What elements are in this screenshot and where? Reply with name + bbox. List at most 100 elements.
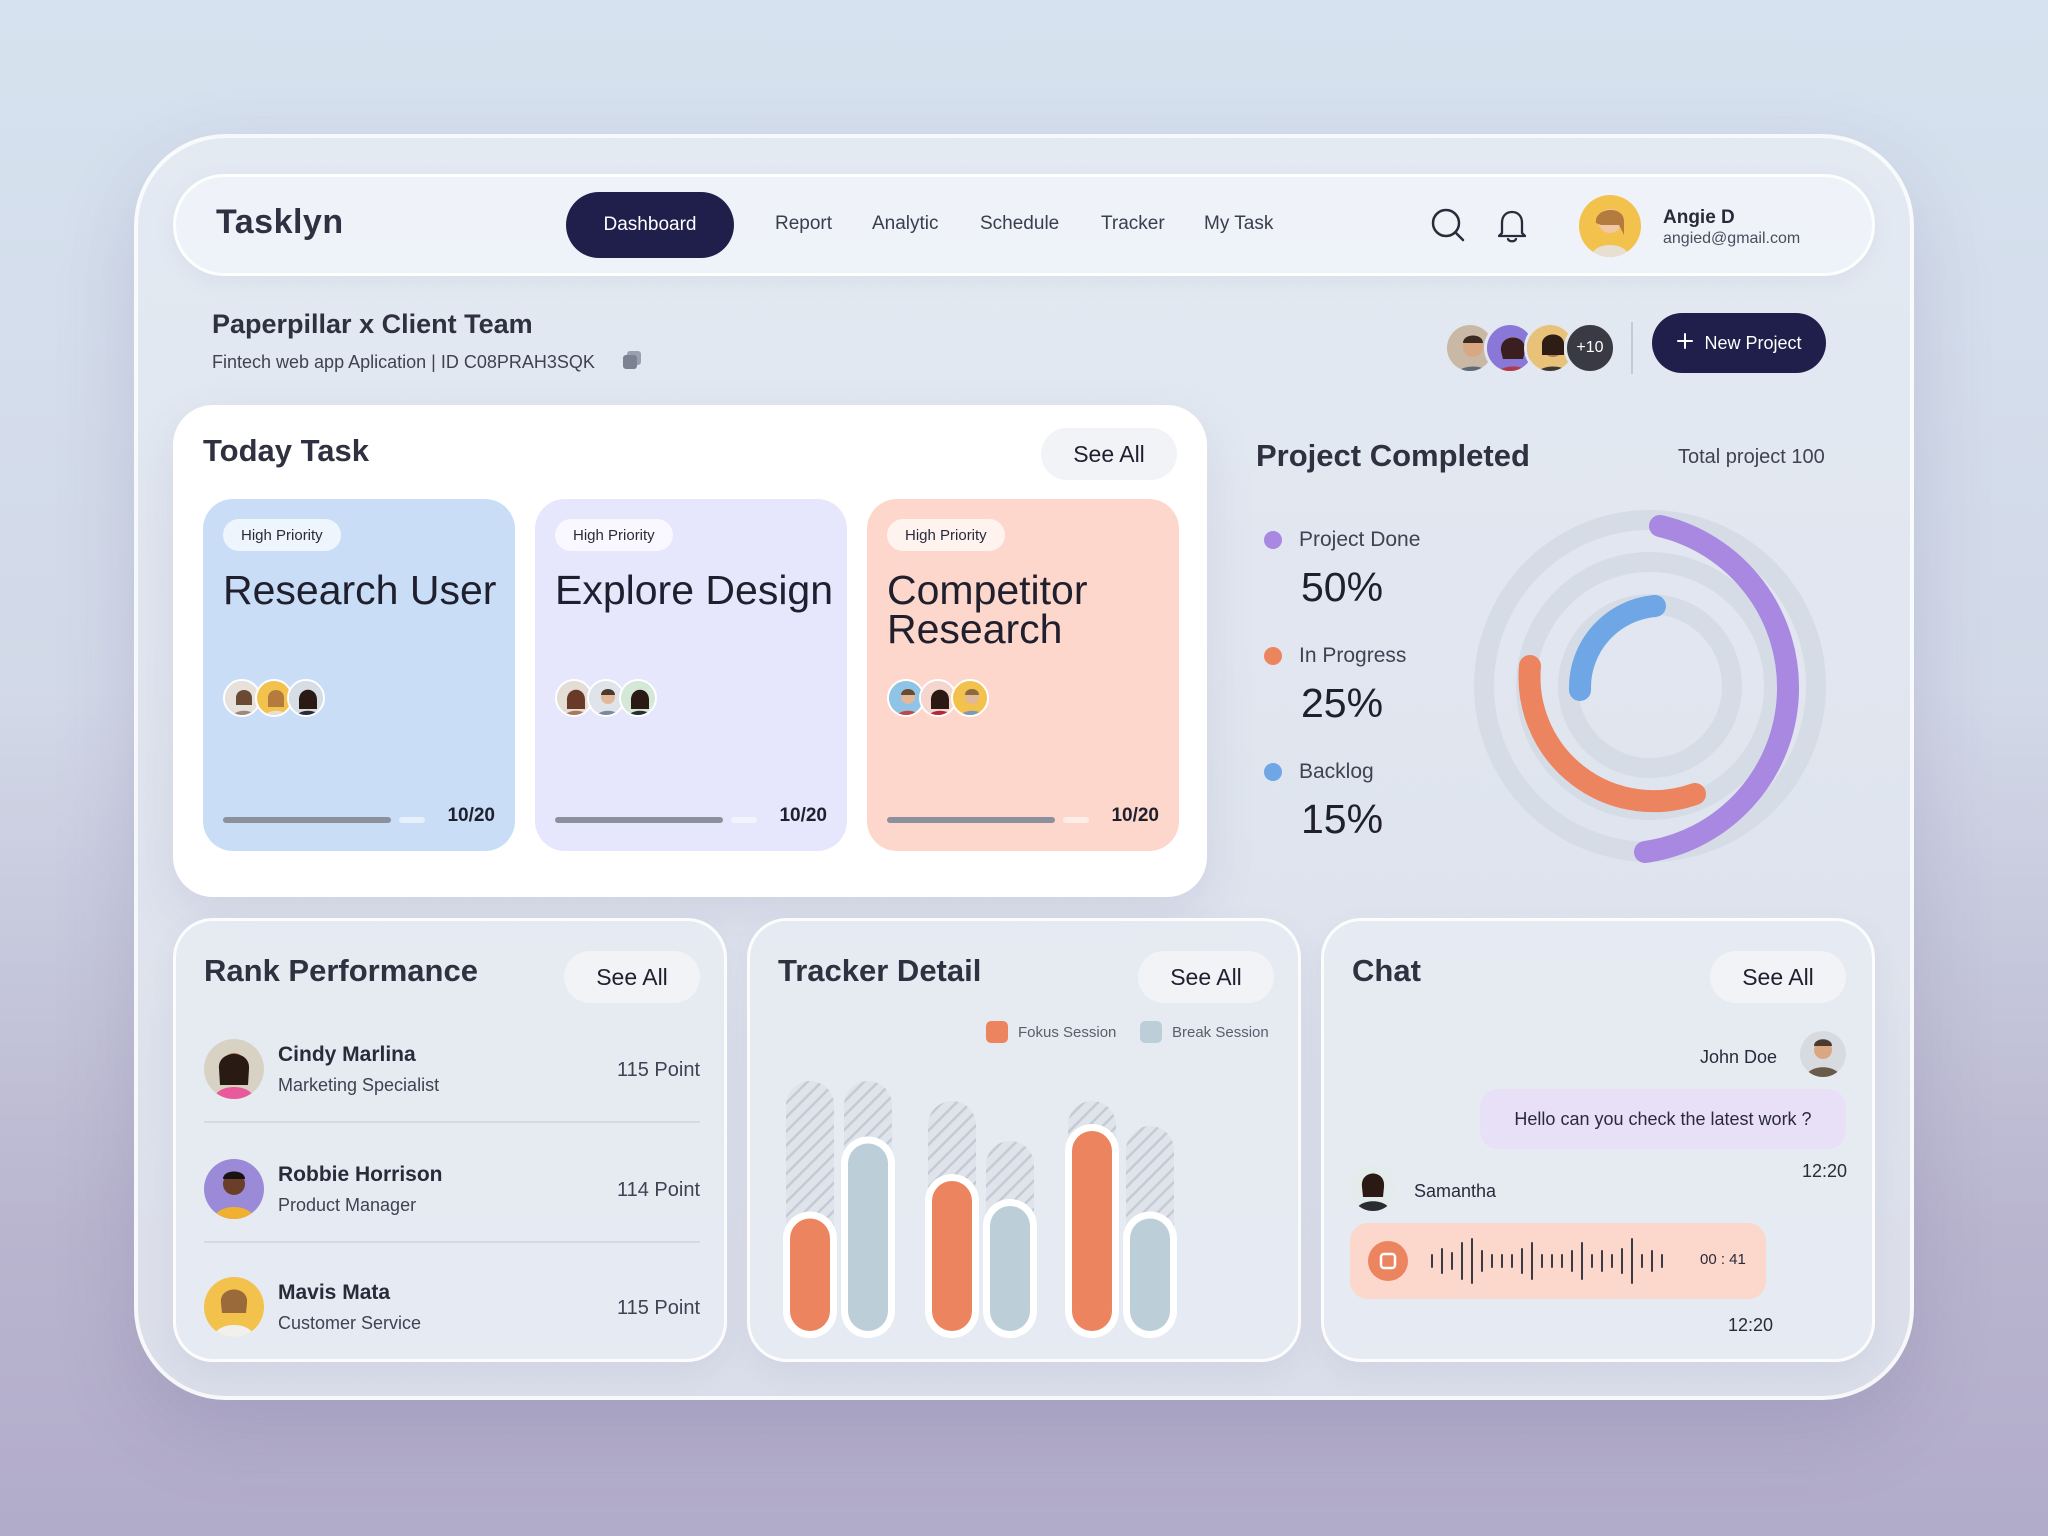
chat-see-all-button[interactable]: See All <box>1710 951 1846 1003</box>
legend-dot-backlog <box>1264 763 1282 781</box>
project-total: Total project 100 <box>1678 446 1825 468</box>
stop-icon[interactable] <box>1368 1241 1408 1281</box>
chat-reply-avatar[interactable] <box>1350 1165 1396 1211</box>
rank-name: Robbie Horrison <box>278 1163 443 1186</box>
voice-message-time: 12:20 <box>1728 1315 1774 1335</box>
tracker-bar-break[interactable] <box>848 1143 888 1332</box>
copy-icon[interactable] <box>620 348 644 372</box>
user-email: angied@gmail.com <box>1663 230 1801 247</box>
rank-see-all-button[interactable]: See All <box>564 951 700 1003</box>
nav-analytic[interactable]: Analytic <box>872 213 939 234</box>
waveform-icon <box>1431 1238 1663 1284</box>
tracker-bar-break[interactable] <box>1130 1218 1170 1332</box>
rank-title: Rank Performance <box>204 953 478 988</box>
task-name: Explore Design <box>555 567 834 613</box>
top-navigation-bar: Tasklyn Dashboard Report Analytic Schedu… <box>173 174 1875 276</box>
tracker-see-all-button[interactable]: See All <box>1138 951 1274 1003</box>
search-icon[interactable] <box>1428 205 1468 245</box>
assignee-avatar <box>555 679 593 717</box>
rank-avatar <box>204 1159 264 1219</box>
assignee-avatar <box>287 679 325 717</box>
project-completed-title: Project Completed <box>1256 438 1530 473</box>
assignee-avatar <box>951 679 989 717</box>
voice-duration: 00 : 41 <box>1700 1251 1746 1268</box>
task-card-competitor-research[interactable]: High Priority Competitor Research 10/20 <box>867 499 1179 851</box>
assignee-avatar <box>255 679 293 717</box>
rank-performance-card: Rank Performance See All Cindy Marlina M… <box>173 918 727 1362</box>
tracker-chart <box>783 1081 1177 1338</box>
rank-divider <box>204 1241 700 1243</box>
tracker-bar-focus[interactable] <box>1072 1131 1112 1331</box>
nav-my-task[interactable]: My Task <box>1204 213 1274 234</box>
rank-name: Mavis Mata <box>278 1281 391 1304</box>
project-subtitle: Fintech web app Aplication | ID C08PRAH3… <box>212 352 595 372</box>
tracker-bar-focus[interactable] <box>790 1218 830 1332</box>
tracker-bar-focus[interactable] <box>932 1181 972 1331</box>
priority-badge: High Priority <box>555 519 673 551</box>
task-card-explore-design[interactable]: High Priority Explore Design 10/20 <box>535 499 847 851</box>
rank-avatar <box>204 1277 264 1337</box>
team-member-avatar <box>1484 322 1536 374</box>
today-task-see-all-button[interactable]: See All <box>1041 428 1177 480</box>
legend-value-backlog: 15% <box>1301 796 1384 842</box>
user-avatar[interactable] <box>1579 195 1641 257</box>
priority-badge: High Priority <box>223 519 341 551</box>
task-progress-count: 10/20 <box>779 805 827 826</box>
rank-row[interactable]: Robbie Horrison Product Manager 114 Poin… <box>204 1139 700 1259</box>
rank-role: Customer Service <box>278 1313 422 1333</box>
legend-dot-progress <box>1264 647 1282 665</box>
legend-dot-done <box>1264 531 1282 549</box>
team-more-count[interactable]: +10 <box>1564 322 1616 374</box>
chat-message-bubble[interactable]: Hello can you check the latest work ? <box>1480 1089 1846 1149</box>
plus-icon <box>1676 332 1694 355</box>
rank-points: 115 Point <box>616 1297 700 1319</box>
task-progress-remaining <box>731 817 757 823</box>
tracker-title: Tracker Detail <box>778 953 982 988</box>
legend-label-break: Break Session <box>1172 1024 1269 1041</box>
legend-value-done: 50% <box>1301 564 1384 610</box>
assignee-avatar <box>223 679 261 717</box>
task-progress-bar <box>555 817 723 823</box>
rank-role: Product Manager <box>278 1195 417 1215</box>
project-completion-donut <box>1474 510 1826 863</box>
task-progress-count: 10/20 <box>1111 805 1159 826</box>
legend-label-backlog: Backlog <box>1299 760 1374 783</box>
app-logo[interactable]: Tasklyn <box>216 203 344 241</box>
chat-sender-name: John Doe <box>1700 1047 1778 1067</box>
tracker-bar-break[interactable] <box>990 1206 1030 1331</box>
header-divider <box>1631 322 1633 374</box>
rank-points: 114 Point <box>616 1179 700 1201</box>
user-name: Angie D <box>1663 207 1735 228</box>
new-project-label: New Project <box>1704 332 1802 353</box>
chat-title: Chat <box>1352 953 1421 988</box>
task-name: Research User <box>223 567 497 613</box>
bell-icon[interactable] <box>1492 205 1532 245</box>
ring-backlog <box>1568 595 1666 701</box>
voice-message[interactable]: 00 : 41 <box>1350 1223 1766 1299</box>
task-progress-remaining <box>1063 817 1089 823</box>
rank-name: Cindy Marlina <box>278 1043 416 1066</box>
new-project-button[interactable]: New Project <box>1652 313 1826 373</box>
task-card-research-user[interactable]: High Priority Research User 10/20 <box>203 499 515 851</box>
assignee-avatar <box>619 679 657 717</box>
chat-card: Chat See All John Doe Hello can you chec… <box>1321 918 1875 1362</box>
legend-swatch-focus <box>986 1021 1008 1043</box>
legend-label-done: Project Done <box>1299 528 1421 551</box>
task-name: Competitor Research <box>887 567 1088 652</box>
nav-report[interactable]: Report <box>775 213 833 234</box>
today-task-title: Today Task <box>203 433 369 468</box>
rank-role: Marketing Specialist <box>278 1075 440 1095</box>
legend-swatch-break <box>1140 1021 1162 1043</box>
chat-sender-avatar[interactable] <box>1800 1031 1846 1077</box>
legend-value-progress: 25% <box>1301 680 1384 726</box>
rank-row[interactable]: Cindy Marlina Marketing Specialist 115 P… <box>204 1019 700 1139</box>
rank-row[interactable]: Mavis Mata Customer Service 115 Point <box>204 1257 700 1377</box>
nav-tracker[interactable]: Tracker <box>1101 213 1165 234</box>
project-title: Paperpillar x Client Team <box>212 309 533 339</box>
task-progress-bar <box>223 817 391 823</box>
legend-label-progress: In Progress <box>1299 644 1407 667</box>
ring-in-progress <box>1518 655 1706 813</box>
nav-schedule[interactable]: Schedule <box>980 213 1060 234</box>
rank-avatar <box>204 1039 264 1099</box>
nav-dashboard[interactable]: Dashboard <box>566 192 734 258</box>
